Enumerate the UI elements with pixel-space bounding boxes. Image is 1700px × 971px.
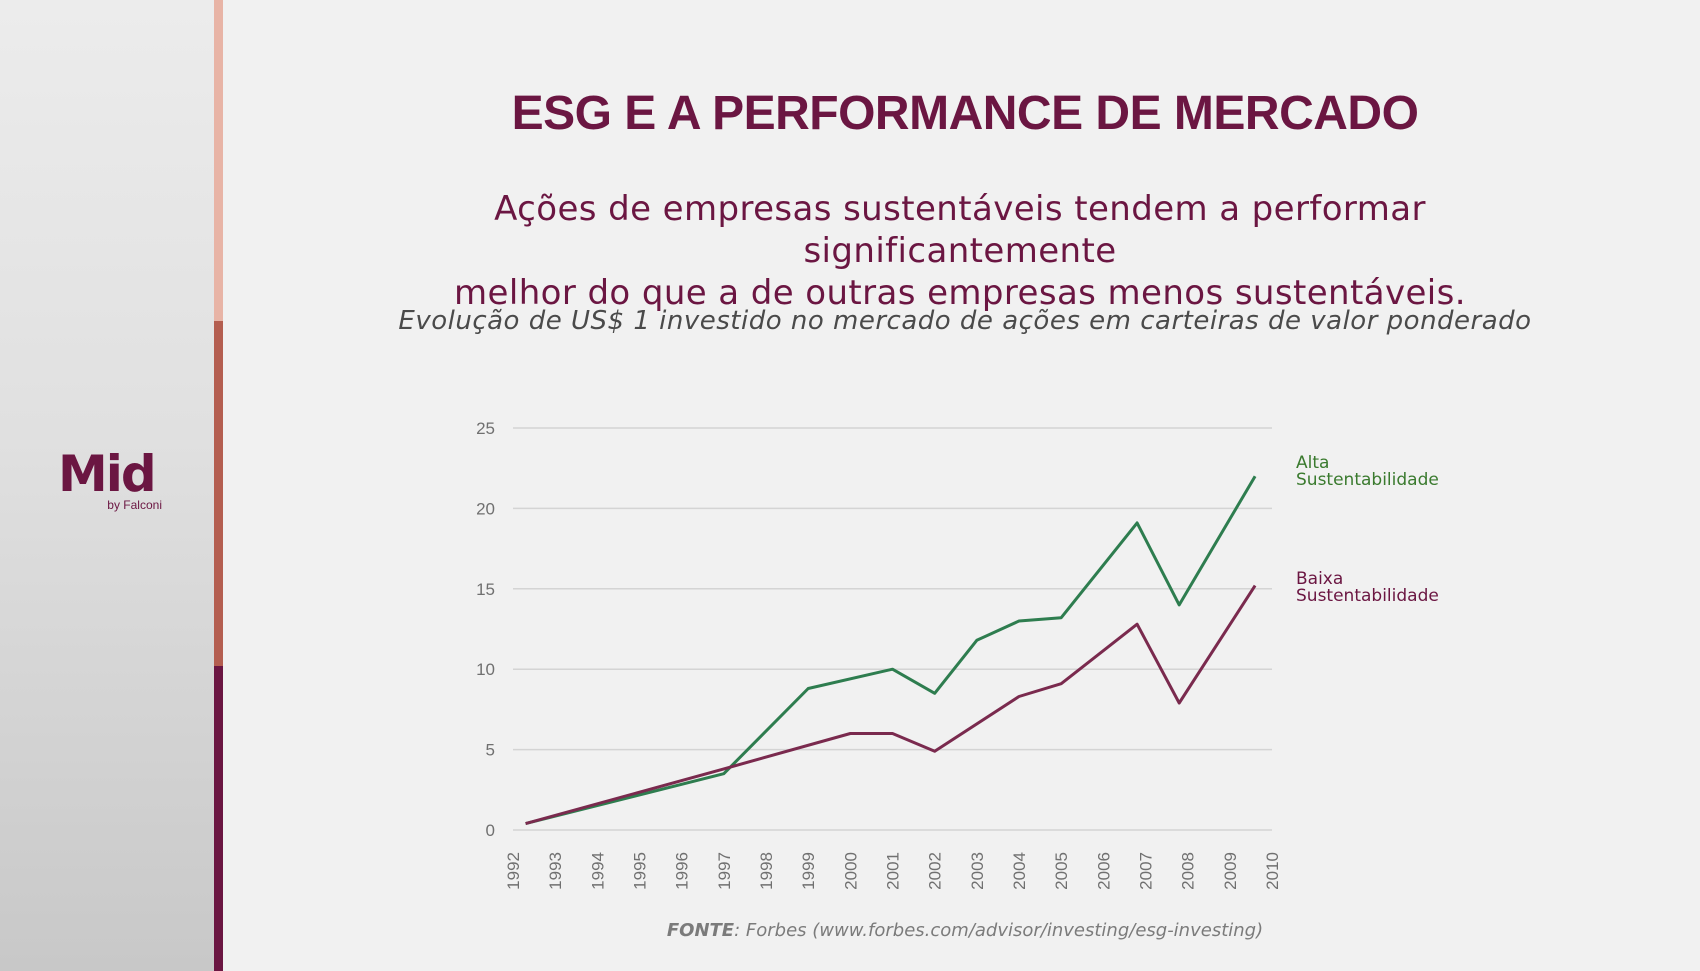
logo-subtitle: by Falconi	[107, 498, 162, 512]
series-label: Sustentabilidade	[1296, 470, 1439, 490]
source-label: FONTE	[666, 920, 735, 941]
x-tick-label: 2001	[884, 852, 903, 890]
x-tick-label: 1998	[757, 852, 776, 890]
x-tick-label: 1997	[715, 852, 734, 890]
x-tick-label: 2009	[1221, 852, 1240, 890]
x-tick-label: 2005	[1052, 852, 1071, 890]
accent-stripe-top	[214, 0, 223, 321]
source-note: FONTE: Forbes (www.forbes.com/advisor/in…	[230, 920, 1700, 941]
accent-stripe-bottom	[214, 666, 223, 971]
x-tick-label: 2003	[968, 852, 987, 890]
subtitle-line-2: melhor do que a de outras empresas menos…	[454, 273, 1466, 313]
x-tick-label: 2010	[1263, 852, 1282, 890]
y-tick-label: 10	[476, 660, 495, 679]
x-tick-label: 2000	[841, 852, 860, 890]
x-tick-label: 1995	[631, 852, 650, 890]
series-label: Baixa	[1296, 569, 1343, 589]
y-tick-label: 0	[486, 821, 495, 840]
x-tick-label: 1994	[588, 852, 607, 890]
y-tick-label: 15	[476, 580, 495, 599]
y-tick-label: 25	[476, 419, 495, 438]
series-label: Sustentabilidade	[1296, 586, 1439, 606]
series-line-baixa	[525, 584, 1257, 826]
y-tick-label: 20	[476, 499, 495, 518]
x-tick-label: 2008	[1179, 852, 1198, 890]
sidebar-panel	[0, 0, 214, 971]
series-line-alta	[525, 475, 1257, 826]
slide-subtitle: Ações de empresas sustentáveis tendem a …	[340, 188, 1580, 314]
logo-wordmark: Mid	[58, 445, 157, 503]
x-tick-label: 1999	[799, 852, 818, 890]
chart-title: Evolução de US$ 1 investido no mercado d…	[398, 306, 1532, 336]
source-text: : Forbes (www.forbes.com/advisor/investi…	[734, 920, 1264, 941]
series-label: Alta	[1296, 453, 1329, 473]
x-tick-label: 2004	[1010, 852, 1029, 890]
x-tick-label: 1993	[546, 852, 565, 890]
accent-stripe-middle	[214, 321, 223, 666]
x-tick-label: 2007	[1137, 852, 1156, 890]
y-tick-label: 5	[486, 741, 495, 760]
x-tick-label: 1996	[673, 852, 692, 890]
x-tick-label: 1992	[504, 852, 523, 890]
slide-title: ESG E A PERFORMANCE DE MERCADO	[511, 87, 1419, 140]
x-tick-label: 2006	[1094, 852, 1113, 890]
subtitle-line-1: Ações de empresas sustentáveis tendem a …	[494, 189, 1426, 271]
x-tick-label: 2002	[926, 852, 945, 890]
brand-logo: Mid by Falconi	[58, 448, 162, 512]
